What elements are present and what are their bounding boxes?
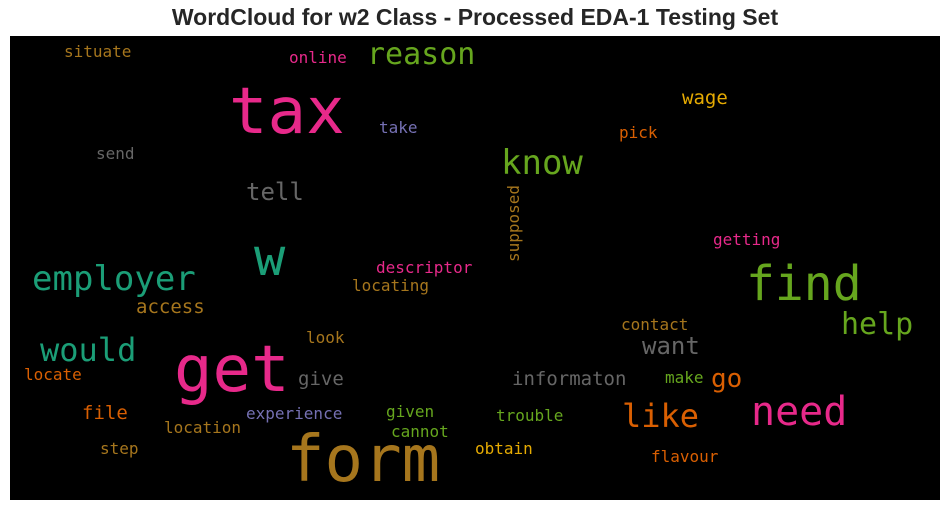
- word-step: step: [100, 439, 139, 458]
- word-informaton: informaton: [512, 368, 627, 390]
- word-obtain: obtain: [475, 439, 533, 458]
- word-make: make: [665, 368, 704, 387]
- chart-title: WordCloud for w2 Class - Processed EDA-1…: [171, 4, 779, 30]
- word-employer: employer: [32, 259, 196, 299]
- word-online: online: [289, 48, 347, 67]
- word-tell: tell: [246, 178, 304, 206]
- word-tax: tax: [229, 75, 345, 149]
- word-descriptor: descriptor: [376, 258, 473, 277]
- word-know: know: [501, 143, 583, 183]
- word-pick: pick: [619, 123, 658, 142]
- word-cloud-canvas: form tax get find w need employer know would reas…: [10, 36, 940, 500]
- word-contact: contact: [621, 315, 689, 334]
- word-send: send: [96, 144, 135, 163]
- word-situate: situate: [64, 42, 132, 61]
- word-location: location: [164, 418, 242, 437]
- word-given: given: [386, 402, 435, 421]
- word-experience: experience: [246, 404, 343, 423]
- word-flavour: flavour: [651, 447, 719, 466]
- word-trouble: trouble: [496, 406, 564, 425]
- word-cannot: cannot: [391, 422, 449, 441]
- word-reason: reason: [367, 37, 476, 72]
- word-want: want: [642, 332, 700, 360]
- word-get: get: [174, 333, 290, 407]
- word-give: give: [298, 368, 344, 390]
- word-locate: locate: [24, 365, 82, 384]
- word-file: file: [82, 402, 128, 424]
- word-locating: locating: [352, 276, 430, 295]
- word-need: need: [751, 389, 848, 435]
- word-supposed: supposed: [504, 184, 523, 262]
- word-access: access: [136, 296, 205, 318]
- word-help: help: [841, 307, 914, 342]
- word-find: find: [746, 256, 862, 312]
- word-look: look: [306, 328, 345, 347]
- word-getting: getting: [713, 230, 781, 249]
- word-w: w: [254, 228, 286, 288]
- word-wage: wage: [682, 87, 728, 109]
- word-like: like: [622, 397, 700, 435]
- word-go: go: [711, 364, 743, 394]
- word-would: would: [40, 331, 137, 369]
- word-form: form: [286, 423, 441, 497]
- word-take: take: [379, 118, 418, 137]
